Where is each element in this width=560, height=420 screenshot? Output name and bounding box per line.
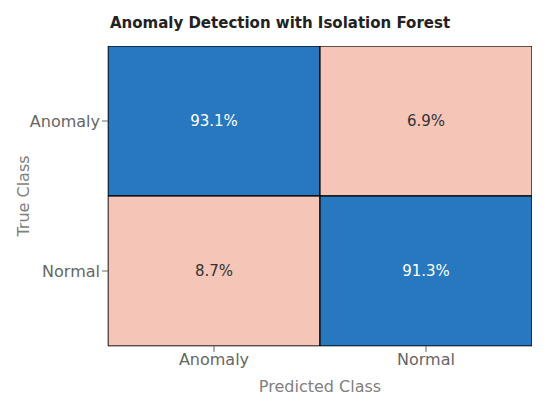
svg-text:6.9%: 6.9% <box>407 112 445 130</box>
svg-text:Normal: Normal <box>42 262 100 281</box>
svg-text:Anomaly: Anomaly <box>30 112 100 131</box>
svg-text:True Class: True Class <box>14 155 33 237</box>
svg-text:8.7%: 8.7% <box>195 262 233 280</box>
html-text:Anomaly Detection with Isolati: Anomaly Detection with Isolation Forest <box>109 14 451 32</box>
svg-text:93.1%: 93.1% <box>190 112 238 130</box>
svg-text:Predicted Class: Predicted Class <box>259 377 381 396</box>
svg-text:Normal: Normal <box>397 350 455 369</box>
svg-text:91.3%: 91.3% <box>402 262 450 280</box>
svg-text:Anomaly: Anomaly <box>179 350 249 369</box>
